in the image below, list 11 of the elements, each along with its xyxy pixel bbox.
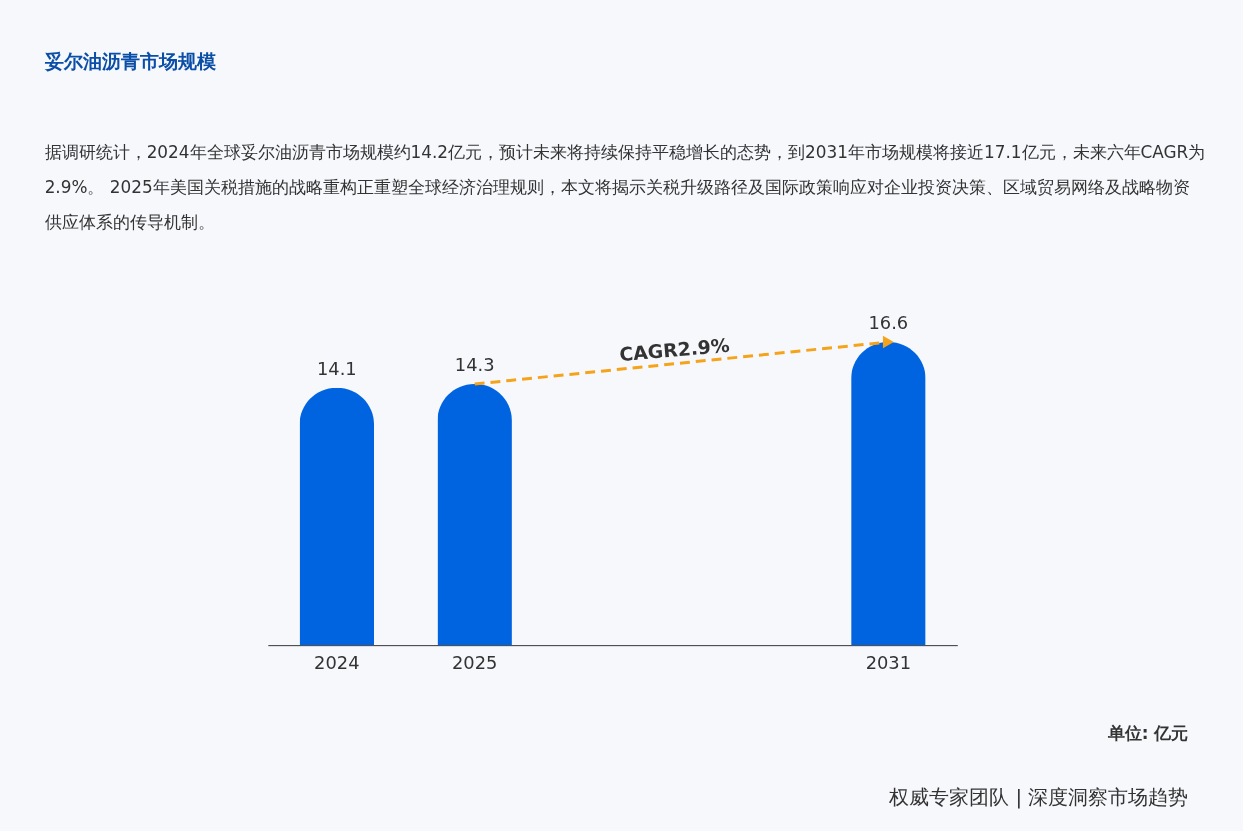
x-tick-label: 2024 (314, 652, 360, 674)
data-label: 14.1 (316, 357, 357, 379)
data-label: 16.6 (868, 312, 909, 334)
chart-subtitle: 据调研统计，2024年全球妥尔油沥青市场规模约14.2亿元，预计未来将持续保持平稳增长的态势，到2031年市场规模将接近17.1亿元，未来六年CAGR为2.9%。 2025年美国关税措施的战略重构正重塑全球经济治理规则，本文将揭示关税升级路径及国际政策响应对企业投资决策、区域贸易网络及战略物资供应体系的传导机制。 (44, 142, 1206, 232)
text: 单位: 亿元 (1106, 723, 1189, 744)
data-label: 14.3 (454, 354, 495, 376)
x-tick-label: 2025 (451, 652, 498, 674)
annotation: CAGR2.9% (618, 334, 731, 366)
chart-title: 妥尔油沥青市场规模 (43, 50, 216, 72)
text: 权威专家团队 | 深度洞察市场趋势 (888, 785, 1189, 809)
x-tick-label: 2031 (865, 652, 912, 674)
